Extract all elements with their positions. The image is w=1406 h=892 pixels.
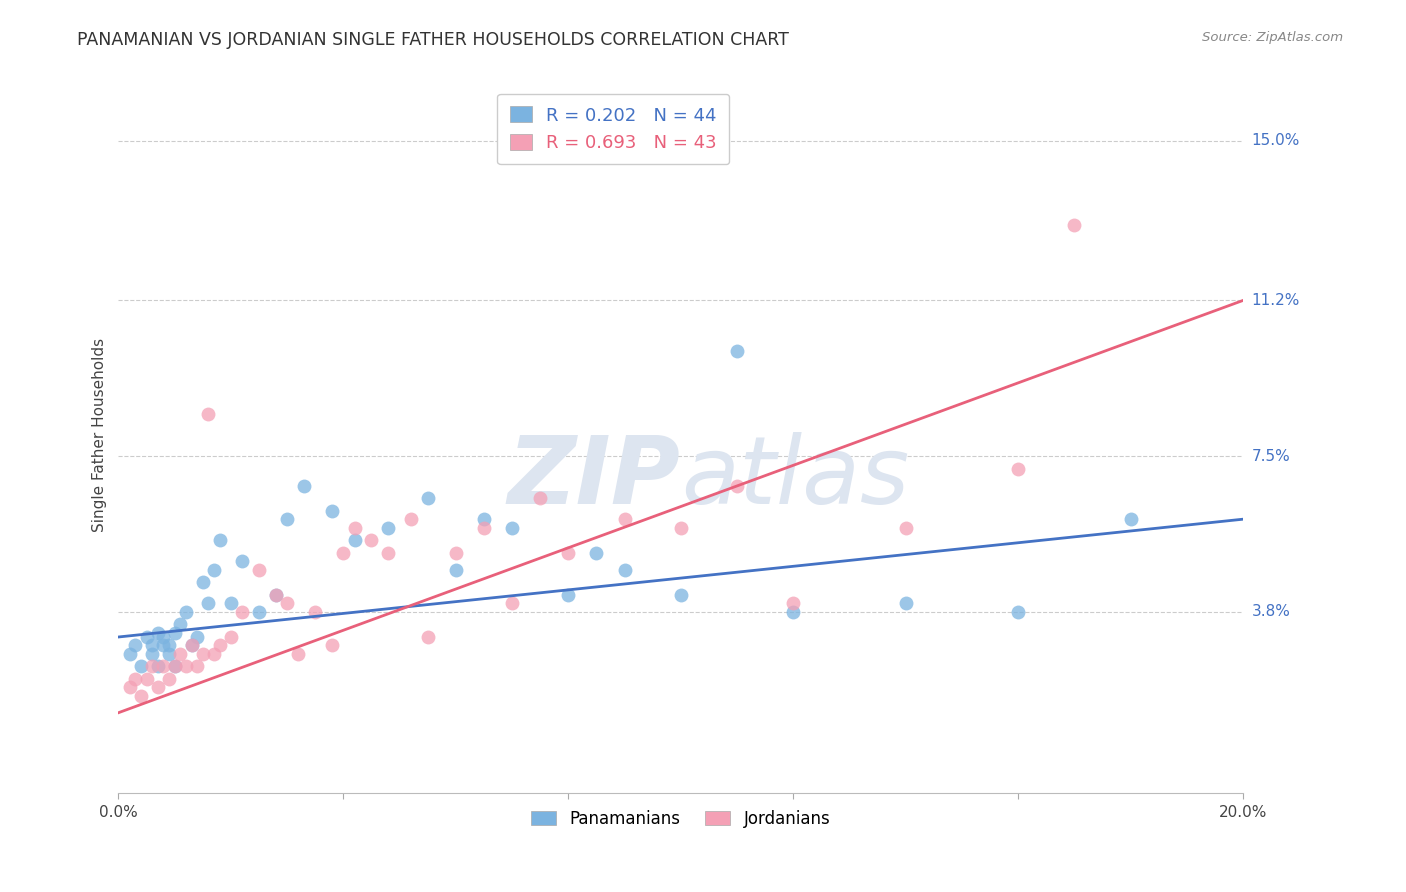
Point (219, 630, 242, 644)
Point (304, 605, 326, 619)
Point (186, 659, 208, 673)
Point (292, 478, 315, 492)
Point (725, 478, 748, 492)
Point (141, 659, 163, 673)
Text: Source: ZipAtlas.com: Source: ZipAtlas.com (1202, 31, 1343, 45)
Point (231, 605, 253, 619)
Point (191, 647, 214, 661)
Point (472, 520, 495, 534)
Point (129, 689, 152, 703)
Text: 11.2%: 11.2% (1251, 293, 1301, 308)
Point (141, 639, 163, 653)
Point (416, 630, 439, 644)
Point (585, 546, 607, 560)
Legend: Panamanians, Jordanians: Panamanians, Jordanians (524, 803, 837, 834)
Point (276, 512, 298, 526)
Point (146, 625, 169, 640)
Point (669, 588, 692, 602)
Point (219, 596, 242, 610)
Point (343, 533, 366, 548)
Point (247, 605, 270, 619)
Point (501, 596, 523, 610)
Point (169, 647, 191, 661)
Point (725, 343, 748, 358)
Point (416, 491, 439, 505)
Point (377, 546, 399, 560)
Point (264, 588, 287, 602)
Point (613, 512, 636, 526)
Point (557, 546, 579, 560)
Point (118, 681, 141, 695)
Point (124, 672, 146, 686)
Point (124, 639, 146, 653)
Point (444, 546, 467, 560)
Point (613, 563, 636, 577)
Point (529, 491, 551, 505)
Point (174, 605, 197, 619)
Point (332, 546, 354, 560)
Point (157, 672, 180, 686)
Point (174, 659, 197, 673)
Point (231, 554, 253, 568)
Point (247, 563, 270, 577)
Point (163, 625, 186, 640)
Text: atlas: atlas (681, 433, 910, 524)
Point (180, 639, 202, 653)
Point (377, 520, 399, 534)
Point (157, 639, 180, 653)
Point (152, 659, 174, 673)
Point (169, 617, 191, 632)
Point (894, 520, 917, 534)
Point (501, 520, 523, 534)
Text: ZIP: ZIP (508, 432, 681, 524)
Point (135, 672, 157, 686)
Point (118, 647, 141, 661)
Point (1007, 461, 1029, 475)
Point (208, 639, 231, 653)
Point (669, 520, 692, 534)
Point (399, 512, 422, 526)
Point (202, 647, 225, 661)
Point (180, 639, 202, 653)
Point (264, 588, 287, 602)
Point (1007, 605, 1029, 619)
Point (146, 681, 169, 695)
Point (152, 639, 174, 653)
Y-axis label: Single Father Households: Single Father Households (93, 338, 107, 533)
Point (129, 659, 152, 673)
Point (197, 407, 219, 421)
Point (287, 647, 309, 661)
Point (163, 659, 186, 673)
Point (894, 596, 917, 610)
Point (163, 659, 186, 673)
Point (1119, 512, 1142, 526)
Point (191, 575, 214, 590)
Point (321, 639, 343, 653)
Point (146, 659, 169, 673)
Point (1063, 218, 1085, 232)
Point (157, 647, 180, 661)
Point (360, 533, 382, 548)
Point (557, 588, 579, 602)
Point (782, 596, 804, 610)
Point (343, 520, 366, 534)
Point (152, 630, 174, 644)
Point (276, 596, 298, 610)
Point (186, 630, 208, 644)
Point (135, 630, 157, 644)
Text: PANAMANIAN VS JORDANIAN SINGLE FATHER HOUSEHOLDS CORRELATION CHART: PANAMANIAN VS JORDANIAN SINGLE FATHER HO… (77, 31, 789, 49)
Point (472, 512, 495, 526)
Point (141, 647, 163, 661)
Text: 7.5%: 7.5% (1251, 449, 1291, 464)
Point (444, 563, 467, 577)
Point (782, 605, 804, 619)
Text: 15.0%: 15.0% (1251, 133, 1301, 148)
Point (208, 533, 231, 548)
Text: 3.8%: 3.8% (1251, 604, 1291, 619)
Point (202, 563, 225, 577)
Point (321, 504, 343, 518)
Point (197, 596, 219, 610)
